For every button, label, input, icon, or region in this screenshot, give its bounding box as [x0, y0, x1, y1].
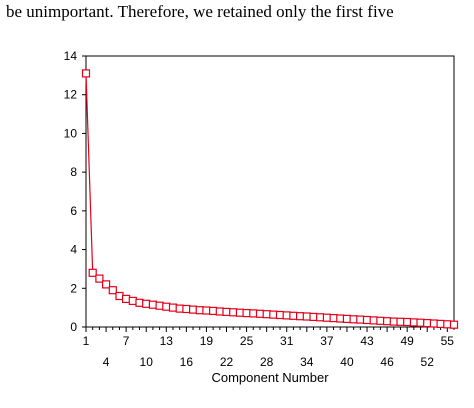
- data-point-marker: [302, 312, 311, 321]
- data-point-marker: [289, 311, 298, 320]
- x-tick-label: 37: [320, 334, 334, 348]
- data-point-marker: [383, 317, 392, 326]
- data-point-marker: [376, 316, 385, 325]
- data-point-marker: [242, 309, 251, 318]
- data-point-marker: [135, 298, 144, 307]
- data-point-marker: [229, 308, 238, 317]
- y-tick-label: 12: [64, 88, 78, 102]
- x-tick-label: 7: [123, 334, 130, 348]
- data-point-marker: [262, 310, 271, 319]
- data-point-marker: [449, 320, 459, 329]
- data-point-marker: [209, 306, 218, 315]
- data-point-marker: [162, 302, 171, 311]
- data-point-marker: [128, 296, 137, 305]
- data-point-marker: [282, 311, 291, 320]
- x-tick-label: 19: [200, 334, 214, 348]
- data-point-marker: [423, 319, 432, 328]
- x-tick-label: 13: [160, 334, 174, 348]
- data-point-marker: [356, 315, 365, 324]
- x-tick-label: 1: [83, 334, 90, 348]
- x-tick-label: 46: [380, 355, 394, 369]
- data-point-marker: [249, 309, 258, 318]
- y-tick-label: 0: [70, 320, 77, 334]
- data-point-marker: [81, 69, 91, 78]
- y-tick-label: 6: [70, 204, 77, 218]
- data-point-marker: [342, 314, 351, 323]
- data-point-marker: [443, 320, 452, 329]
- data-point-marker: [202, 306, 211, 315]
- data-point-marker: [255, 309, 265, 318]
- data-point-marker: [349, 315, 358, 324]
- data-point-marker: [108, 286, 117, 295]
- x-tick-label: 16: [180, 355, 194, 369]
- data-point-marker: [309, 312, 318, 321]
- data-point-marker: [95, 274, 104, 283]
- x-tick-label: 43: [360, 334, 374, 348]
- data-point-marker: [436, 319, 445, 328]
- data-point-marker: [403, 317, 412, 327]
- data-point-marker: [396, 317, 405, 326]
- data-point-marker: [329, 314, 338, 323]
- data-point-marker: [269, 310, 278, 319]
- data-point-marker: [336, 314, 345, 323]
- data-point-marker: [101, 280, 111, 289]
- data-point-marker: [389, 317, 398, 326]
- y-tick-label: 8: [70, 165, 77, 179]
- x-tick-label: 40: [340, 355, 354, 369]
- data-point-marker: [195, 306, 204, 315]
- data-point-marker: [189, 305, 198, 314]
- x-tick-label: 4: [103, 355, 110, 369]
- x-tick-label: 34: [300, 355, 314, 369]
- x-tick-label: 55: [441, 334, 455, 348]
- x-axis-title: Component Number: [211, 370, 329, 385]
- x-tick-label: 52: [421, 355, 435, 369]
- data-point-marker: [142, 299, 151, 308]
- data-point-marker: [182, 304, 191, 314]
- series-line: [85, 73, 455, 326]
- x-tick-label: 28: [260, 355, 274, 369]
- data-point-marker: [409, 318, 418, 327]
- data-point-marker: [416, 318, 425, 327]
- data-point-marker: [429, 319, 438, 328]
- x-tick-label: 25: [240, 334, 254, 348]
- data-point-marker: [369, 316, 378, 325]
- data-point-marker: [175, 304, 184, 313]
- data-point-marker: [362, 315, 372, 325]
- plot-frame: [85, 55, 455, 328]
- data-point-marker: [121, 294, 131, 303]
- data-point-marker: [275, 310, 285, 320]
- x-tick-label: 10: [140, 355, 154, 369]
- data-point-marker: [155, 301, 164, 310]
- x-tick-label: 31: [280, 334, 294, 348]
- data-point-marker: [215, 307, 224, 316]
- data-point-marker: [316, 313, 325, 322]
- data-point-marker: [296, 312, 305, 321]
- context-text: be unimportant. Therefore, we retained o…: [6, 2, 394, 21]
- y-tick-label: 10: [64, 126, 78, 140]
- data-point-marker: [222, 307, 231, 316]
- data-point-marker: [88, 268, 97, 277]
- data-point-marker: [115, 291, 124, 301]
- data-point-marker: [235, 308, 244, 317]
- x-tick-label: 22: [220, 355, 234, 369]
- y-tick-label: 2: [70, 281, 77, 295]
- x-tick-label: 49: [400, 334, 414, 348]
- y-tick-label: 4: [70, 243, 77, 257]
- data-point-marker: [322, 313, 331, 322]
- data-point-marker: [168, 303, 178, 312]
- y-tick-label: 14: [64, 49, 78, 63]
- data-point-marker: [148, 300, 157, 309]
